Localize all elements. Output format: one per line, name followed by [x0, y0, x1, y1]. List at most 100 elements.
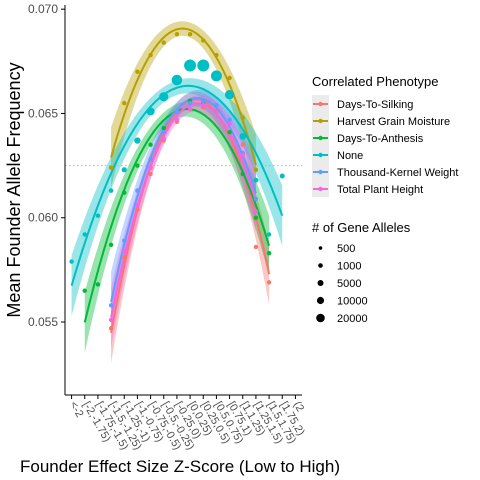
point-thousand-kernel-weight — [214, 102, 219, 108]
phenotype-legend-title: Correlated Phenotype — [312, 74, 438, 89]
point-thousand-kernel-weight — [108, 303, 114, 308]
point-days-to-anthesis — [148, 142, 153, 147]
curve-none — [70, 84, 284, 286]
point-total-plant-height — [201, 102, 206, 108]
point-thousand-kernel-weight — [161, 130, 166, 135]
size-legend-label: 1000 — [337, 261, 361, 273]
point-total-plant-height — [122, 248, 127, 254]
gene-alleles-legend: # of Gene Alleles 500 1000 5000 10000 20000 — [312, 220, 411, 325]
point-days-to-anthesis — [95, 282, 101, 287]
point-none — [279, 173, 285, 179]
point-none — [184, 59, 197, 72]
size-legend-dot — [317, 280, 324, 286]
size-legend-dot — [316, 296, 325, 305]
legend-label-harvest-grain-moisture: Harvest Grain Moisture — [337, 116, 450, 128]
y-tick-label: 0.065 — [28, 106, 58, 120]
size-legend-dot — [316, 313, 325, 323]
point-total-plant-height — [161, 136, 166, 141]
point-none — [266, 232, 272, 237]
point-none — [159, 92, 169, 102]
point-thousand-kernel-weight — [201, 98, 206, 104]
point-none — [197, 59, 210, 72]
point-days-to-anthesis — [240, 171, 245, 177]
point-days-to-anthesis — [122, 190, 127, 195]
size-legend-label: 10000 — [337, 296, 368, 308]
legend-label-total-plant-height: Total Plant Height — [337, 184, 423, 196]
point-thousand-kernel-weight — [187, 100, 193, 106]
point-thousand-kernel-weight — [122, 238, 127, 243]
point-days-to-silking — [135, 207, 140, 212]
point-harvest-grain-moisture — [135, 69, 140, 74]
point-none — [146, 107, 155, 116]
point-harvest-grain-moisture — [161, 40, 166, 45]
gene-alleles-legend-title: # of Gene Alleles — [312, 220, 411, 235]
point-none — [253, 177, 259, 183]
point-days-to-anthesis — [227, 130, 232, 135]
size-legend-label: 500 — [337, 243, 355, 255]
y-tick-label: 0.070 — [28, 2, 58, 16]
legend-label-days-to-silking: Days-To-Silking — [337, 99, 413, 111]
legend-key-point-days-to-silking — [318, 101, 323, 107]
point-days-to-anthesis — [266, 250, 272, 256]
point-total-plant-height — [148, 165, 153, 170]
point-harvest-grain-moisture — [253, 167, 259, 172]
legend-key-point-days-to-anthesis — [318, 135, 323, 141]
curve-total-plant-height — [110, 102, 257, 318]
point-none — [134, 137, 141, 144]
point-none — [171, 74, 183, 86]
y-tick-label: 0.060 — [28, 211, 58, 225]
size-legend-dot — [318, 246, 323, 250]
point-days-to-anthesis — [135, 163, 140, 168]
point-none — [239, 133, 247, 140]
point-harvest-grain-moisture — [187, 31, 193, 37]
point-total-plant-height — [108, 317, 114, 323]
point-none — [95, 213, 101, 218]
legend-key-point-none — [318, 152, 323, 158]
legend-label-thousand-kernel-weight: Thousand-Kernel Weight — [337, 167, 458, 179]
point-days-to-silking — [148, 171, 153, 177]
band-days-to-anthesis — [84, 101, 270, 353]
size-legend-dot — [318, 263, 323, 268]
size-legend-label: 5000 — [337, 278, 361, 290]
point-none — [69, 259, 74, 264]
curve-harvest-grain-moisture — [110, 27, 257, 166]
band-none — [71, 78, 283, 316]
size-legend-label: 20000 — [337, 313, 368, 325]
point-days-to-silking — [108, 326, 114, 331]
point-harvest-grain-moisture — [174, 31, 180, 37]
point-days-to-anthesis — [108, 242, 114, 248]
point-harvest-grain-moisture — [201, 38, 206, 43]
point-days-to-silking — [253, 244, 259, 250]
y-axis-ticks: 0.055 0.060 0.065 0.070 — [28, 2, 65, 329]
curve-thousand-kernel-weight — [110, 96, 257, 303]
data-points — [69, 31, 285, 331]
point-harvest-grain-moisture — [227, 75, 232, 81]
point-harvest-grain-moisture — [214, 52, 219, 58]
legend-key-point-total-plant-height — [318, 186, 323, 192]
point-none — [121, 167, 127, 173]
point-days-to-anthesis — [82, 288, 87, 293]
point-total-plant-height — [227, 121, 232, 127]
y-tick-label: 0.055 — [28, 315, 58, 329]
point-days-to-silking — [240, 142, 245, 147]
point-thousand-kernel-weight — [174, 109, 180, 114]
point-thousand-kernel-weight — [253, 196, 259, 202]
point-harvest-grain-moisture — [122, 100, 127, 106]
point-harvest-grain-moisture — [108, 165, 114, 170]
x-axis-label: Founder Effect Size Z-Score (Low to High… — [20, 457, 340, 476]
point-total-plant-height — [187, 107, 193, 112]
point-total-plant-height — [214, 109, 219, 114]
y-axis-label: Mean Founder Allele Frequency — [4, 62, 24, 317]
point-harvest-grain-moisture — [240, 115, 245, 120]
legend-label-days-to-anthesis: Days-To-Anthesis — [337, 133, 424, 145]
legend-key-point-harvest-grain-moisture — [318, 118, 323, 124]
point-days-to-anthesis — [253, 215, 259, 220]
legend-label-none: None — [337, 150, 363, 162]
point-thousand-kernel-weight — [135, 188, 140, 193]
point-thousand-kernel-weight — [148, 157, 153, 162]
point-none — [108, 188, 114, 193]
point-days-to-anthesis — [161, 125, 166, 131]
legend-key-point-thousand-kernel-weight — [318, 169, 323, 175]
point-none — [210, 70, 222, 82]
